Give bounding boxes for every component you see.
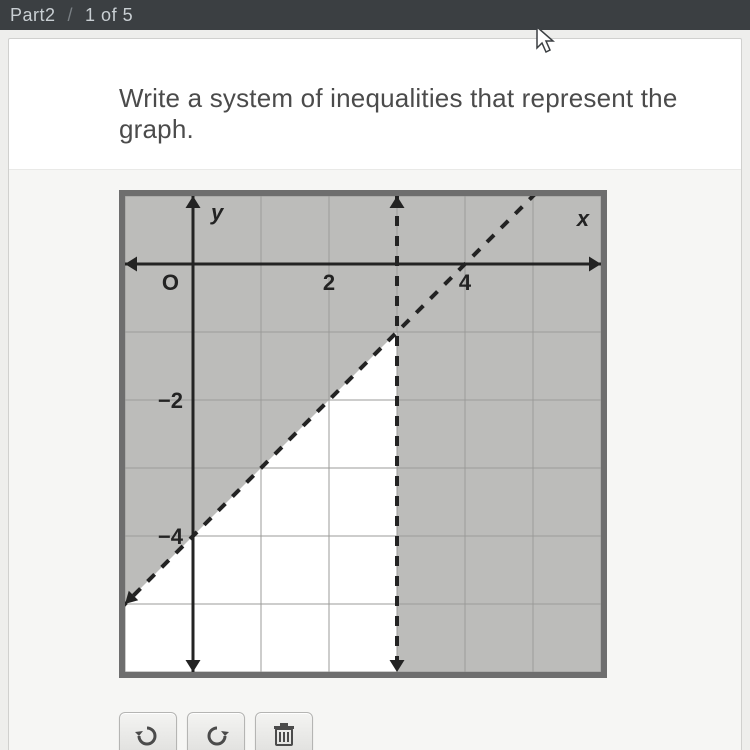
undo-icon — [135, 724, 161, 746]
svg-text:x: x — [576, 206, 590, 231]
redo-button[interactable] — [187, 712, 245, 750]
svg-text:y: y — [210, 200, 225, 225]
page-background: Write a system of inequalities that repr… — [0, 30, 750, 750]
svg-text:4: 4 — [459, 270, 472, 295]
svg-text:2: 2 — [323, 270, 335, 295]
page-counter: 1 of 5 — [85, 0, 133, 30]
trash-icon — [273, 723, 295, 747]
svg-text:O: O — [162, 270, 179, 295]
part-label: Part2 — [10, 0, 56, 30]
window-titlebar: Part2 / 1 of 5 — [0, 0, 750, 30]
redo-icon — [203, 724, 229, 746]
question-text: Write a system of inequalities that repr… — [9, 39, 741, 170]
titlebar-separator: / — [68, 0, 74, 30]
graph-container: y x O 2 4 −2 −4 — [9, 170, 741, 698]
inequality-graph: y x O 2 4 −2 −4 — [119, 190, 607, 678]
question-card: Write a system of inequalities that repr… — [8, 38, 742, 750]
delete-button[interactable] — [255, 712, 313, 750]
svg-text:−2: −2 — [158, 388, 183, 413]
undo-button[interactable] — [119, 712, 177, 750]
svg-text:−4: −4 — [158, 524, 184, 549]
equation-toolbar — [9, 698, 741, 750]
